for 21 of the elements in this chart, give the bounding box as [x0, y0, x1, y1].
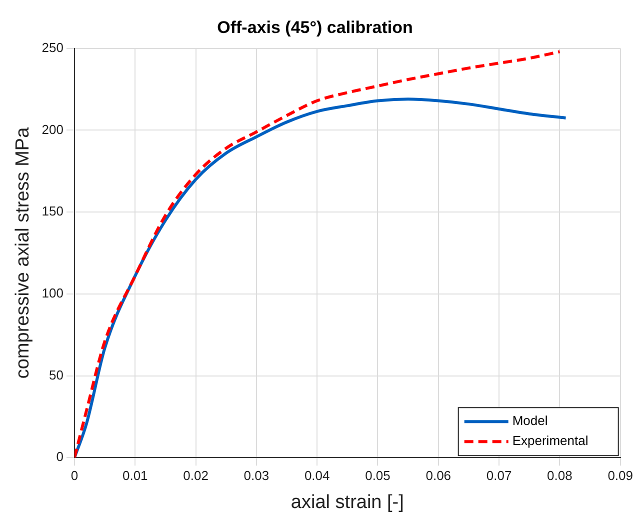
x-tick-label: 0.08: [547, 468, 572, 483]
legend-label: Model: [512, 413, 548, 428]
y-tick-label: 200: [42, 122, 64, 137]
legend-label: Experimental: [512, 433, 588, 448]
x-tick-label: 0.03: [244, 468, 270, 483]
x-tick-label: 0.04: [304, 468, 330, 483]
y-axis-title: compressive axial stress MPa: [12, 126, 34, 379]
x-tick-label: 0: [70, 468, 78, 483]
x-tick-label: 0.06: [426, 468, 452, 483]
y-tick-label: 150: [42, 204, 64, 219]
y-tick-label: 50: [49, 367, 64, 382]
x-tick-label: 0.05: [365, 468, 390, 483]
x-tick-label: 0.09: [608, 468, 634, 483]
y-tick-label: 250: [42, 40, 64, 55]
x-tick-label: 0.07: [486, 468, 512, 483]
x-axis-title: axial strain [-]: [290, 492, 404, 513]
y-tick-label: 0: [56, 449, 64, 464]
y-tick-label: 100: [42, 286, 64, 300]
chart-title: Off-axis (45°) calibration: [217, 18, 413, 37]
x-tick-label: 0.01: [122, 468, 148, 483]
x-tick-label: 0.02: [183, 468, 208, 483]
